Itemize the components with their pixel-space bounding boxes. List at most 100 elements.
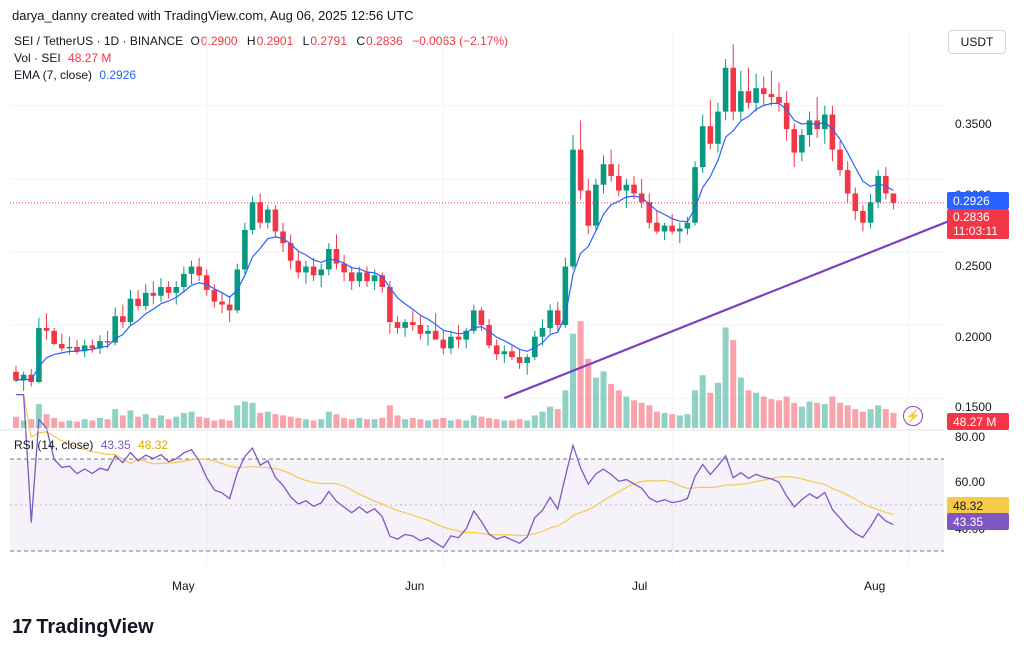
tradingview-logo[interactable]: 17 TradingView — [12, 616, 154, 639]
volume-bar — [409, 417, 416, 428]
volume-bar — [783, 396, 790, 428]
candle-body — [516, 357, 523, 363]
candle-body — [852, 193, 859, 211]
symbol-name[interactable]: SEI / TetherUS · 1D · BINANCE — [14, 34, 184, 48]
rsi-line — [16, 393, 894, 549]
candle-body — [760, 88, 767, 95]
candle — [852, 187, 859, 220]
candle — [455, 325, 462, 349]
candle-body — [860, 211, 866, 223]
x-axis-label: May — [172, 579, 195, 593]
candle — [409, 310, 416, 331]
volume-bar — [287, 416, 294, 428]
volume-bar — [180, 412, 187, 428]
candle-body — [295, 260, 302, 273]
candle-body — [539, 327, 546, 337]
candle-body — [837, 149, 843, 171]
candle — [173, 281, 180, 305]
candle — [623, 178, 630, 209]
volume-bar — [249, 402, 256, 428]
candle-body — [440, 339, 447, 349]
rsi-legend: RSI (14, close) 43.35 48.32 — [14, 438, 168, 452]
ema-label[interactable]: EMA (7, close) — [14, 68, 93, 82]
candle — [28, 368, 35, 387]
x-axis-label: Jul — [632, 579, 648, 593]
candle — [165, 281, 172, 299]
chart-credit: darya_danny created with TradingView.com… — [12, 8, 414, 23]
volume-label[interactable]: Vol · SEI — [14, 51, 61, 65]
volume-bar — [470, 415, 477, 428]
candle — [135, 289, 141, 311]
candle-body — [371, 275, 378, 282]
candle — [112, 307, 118, 346]
open-label: O — [190, 34, 200, 48]
volume-bar — [600, 371, 607, 428]
volume-bar — [394, 415, 401, 428]
candle — [608, 149, 614, 182]
volume-bar — [135, 416, 142, 428]
candle-body — [722, 67, 729, 112]
candle-body — [806, 120, 813, 135]
candle — [295, 251, 302, 279]
candle — [631, 175, 637, 200]
close-label: C — [356, 34, 366, 48]
candle — [448, 330, 454, 355]
candle — [806, 111, 813, 147]
volume-bar — [524, 420, 531, 428]
volume-bar — [776, 400, 782, 428]
volume-bar — [577, 321, 584, 428]
volume-bar — [661, 412, 668, 428]
volume-tag: 48.27 M — [947, 413, 1009, 430]
candle — [501, 345, 508, 363]
candle-body — [432, 330, 439, 340]
candle-body — [112, 316, 118, 343]
candle-body — [463, 330, 469, 340]
volume-bar — [363, 419, 370, 428]
candle — [211, 284, 218, 308]
volume-bar — [806, 401, 813, 428]
chart-canvas[interactable] — [0, 0, 1024, 600]
candle — [150, 281, 157, 305]
candle — [303, 260, 309, 285]
candle — [333, 234, 340, 270]
candle — [600, 155, 607, 194]
volume-bar — [104, 419, 111, 428]
volume-bar — [203, 417, 210, 428]
candle — [615, 164, 622, 197]
candle — [287, 234, 294, 270]
volume-bar — [768, 399, 775, 428]
bar-countdown: 11:03:11 — [953, 224, 998, 238]
candle-body — [608, 164, 614, 176]
candle-body — [188, 266, 195, 274]
currency-selector[interactable]: USDT — [948, 30, 1006, 54]
volume-bar — [631, 400, 638, 428]
rsi-label[interactable]: RSI (14, close) — [14, 438, 94, 452]
rsi-ma-line — [16, 394, 894, 537]
candle-body — [97, 341, 103, 349]
volume-bar — [508, 420, 515, 428]
volume-bar — [257, 412, 264, 428]
volume-bar — [226, 420, 233, 428]
candle-body — [272, 209, 279, 232]
high-value: 0.2901 — [256, 34, 294, 48]
candle-body — [203, 275, 210, 290]
volume-bar — [539, 411, 546, 428]
candle-body — [280, 231, 286, 244]
volume-bar — [96, 417, 103, 428]
candle — [844, 161, 851, 203]
volume-bar — [280, 415, 287, 428]
flash-icon[interactable]: ⚡ — [903, 406, 923, 426]
volume-bar — [20, 420, 27, 428]
volume-bar — [341, 417, 348, 428]
volume-bar — [348, 419, 355, 428]
close-value: 0.2836 — [366, 34, 403, 48]
candle — [524, 354, 531, 375]
volume-bar — [150, 417, 157, 428]
volume-bar — [478, 416, 485, 428]
volume-bar — [516, 419, 523, 428]
volume-bar — [493, 419, 500, 428]
volume-bar — [684, 414, 691, 428]
volume-bar — [646, 405, 653, 428]
candle-body — [554, 310, 561, 325]
volume-bar — [585, 358, 592, 428]
